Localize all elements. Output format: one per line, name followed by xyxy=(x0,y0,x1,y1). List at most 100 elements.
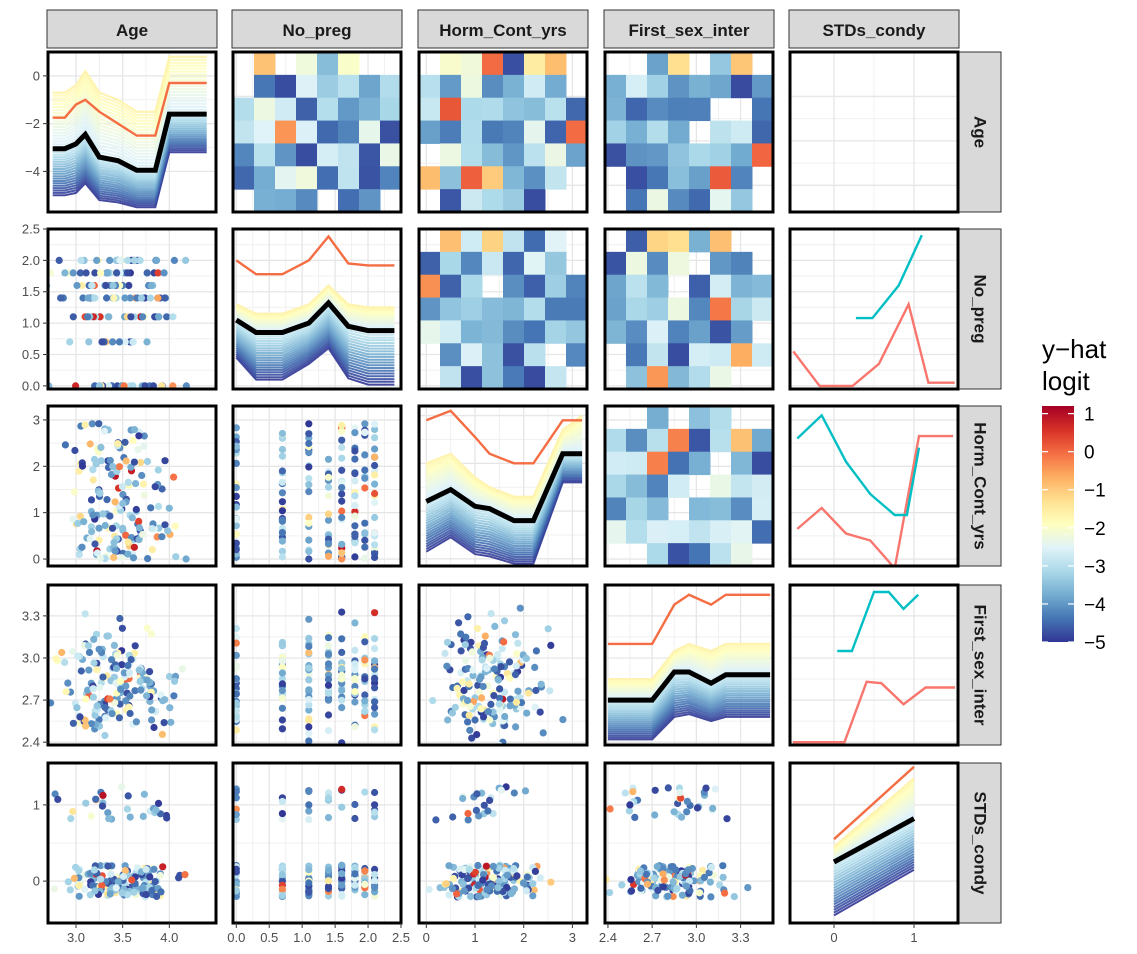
scatter-point xyxy=(129,436,137,445)
heat-cell xyxy=(545,97,567,122)
panel-border xyxy=(417,50,589,214)
strip-right-label-first-sex-inter: First_sex_inter xyxy=(971,605,990,726)
scatter-point xyxy=(146,294,154,302)
heat-cell xyxy=(359,97,381,122)
scatter-point xyxy=(137,686,145,694)
scatter-point xyxy=(95,524,103,532)
heat-cell xyxy=(710,497,732,521)
scatter-point xyxy=(606,805,614,813)
heat-cell xyxy=(668,320,690,344)
scatter-point xyxy=(129,338,137,346)
scatter-point xyxy=(351,881,359,889)
scatter-point xyxy=(371,609,379,617)
scatter-point xyxy=(305,706,313,714)
scatter-point xyxy=(80,518,88,526)
scatter-point xyxy=(91,294,99,302)
heat-cell xyxy=(524,166,546,190)
heat-cell xyxy=(338,52,360,76)
scatter-point xyxy=(69,647,77,656)
scatter-point xyxy=(483,664,491,673)
heat-cell xyxy=(731,543,753,566)
heat-cell xyxy=(524,297,546,321)
scatter-point xyxy=(532,686,540,695)
heat-cell xyxy=(275,120,297,144)
heat-cell xyxy=(440,189,462,212)
ice-line-top-yellow xyxy=(833,777,915,848)
scatter-point xyxy=(72,382,80,389)
scatter-point xyxy=(89,685,97,693)
scatter-point xyxy=(654,886,662,895)
ice-line xyxy=(833,826,915,873)
heat-cell xyxy=(419,120,441,144)
strip-top-label-first-sex-inter: First_sex_inter xyxy=(629,21,750,40)
scatter-point xyxy=(81,885,89,893)
strip-labels: Age No_preg Horm_Cont_yrs First_sex_inter ST… xyxy=(46,9,1002,924)
scatter-point xyxy=(148,525,156,533)
scatter-point xyxy=(278,537,286,545)
scatter-point xyxy=(477,673,485,681)
x-tick-label-first-sex-inter-1: 2.7 xyxy=(643,930,661,945)
scatter-point xyxy=(351,492,359,500)
scatter-point xyxy=(81,421,89,429)
ice-line xyxy=(235,337,395,375)
legend-tick-label-6: −5 xyxy=(1084,633,1106,654)
heat-cell xyxy=(668,451,690,476)
scatter-point xyxy=(147,630,155,638)
scatter-point xyxy=(119,499,127,508)
scatter-point xyxy=(706,878,714,886)
scatter-point xyxy=(519,879,528,887)
heat-cell xyxy=(545,229,567,253)
scatter-point xyxy=(101,731,109,740)
scatter-point xyxy=(693,804,702,812)
scatter-point xyxy=(135,524,144,532)
scatter-point xyxy=(472,806,480,815)
scatter-point xyxy=(469,672,477,680)
heat-cell xyxy=(440,366,462,389)
scatter-point xyxy=(278,452,286,460)
scatter-point xyxy=(98,881,106,890)
scatter-point xyxy=(122,531,130,539)
heat-cell xyxy=(545,74,567,99)
heat-cell xyxy=(626,474,648,498)
scatter-point xyxy=(521,787,530,795)
heat-cell xyxy=(461,97,483,122)
scatter-point xyxy=(73,281,81,290)
ice-line xyxy=(235,312,395,345)
scatter-point xyxy=(664,784,672,792)
heat-cell xyxy=(461,274,483,299)
scatter-point xyxy=(506,695,514,703)
scatter-point xyxy=(480,639,489,648)
scatter-point xyxy=(161,696,169,704)
panel-no-preg-vs-first-sex-inter xyxy=(603,227,775,391)
heat-cell xyxy=(626,120,648,144)
scatter-point xyxy=(278,810,286,818)
scatter-point xyxy=(141,382,149,389)
scatter-point xyxy=(510,864,518,873)
scatter-point xyxy=(351,429,359,437)
strip-right-label-no-preg: No_preg xyxy=(971,275,990,344)
scatter-point xyxy=(121,294,129,302)
scatter-point xyxy=(69,719,77,727)
ice-line xyxy=(833,834,915,881)
scatter-point xyxy=(338,549,346,557)
scatter-point xyxy=(361,697,369,705)
scatter-point xyxy=(494,884,502,892)
scatter-point xyxy=(744,884,752,892)
scatter-point xyxy=(87,812,95,820)
scatter-point xyxy=(143,624,151,632)
scatter-point xyxy=(89,466,97,474)
heat-cell xyxy=(668,166,690,190)
scatter-point xyxy=(61,441,69,449)
scatter-point xyxy=(536,708,544,716)
x-tick-label-no-preg-4: 2.0 xyxy=(359,930,377,945)
scatter-point xyxy=(351,660,359,668)
scatter-point xyxy=(95,382,104,389)
heat-cell xyxy=(503,297,525,321)
scatter-point xyxy=(305,801,313,809)
scatter-point xyxy=(130,543,138,551)
y-tick-label-no-preg-3: 1.5 xyxy=(22,284,40,299)
ice-line xyxy=(607,693,771,723)
scatter-point xyxy=(631,813,639,822)
heat-cell xyxy=(380,166,401,190)
